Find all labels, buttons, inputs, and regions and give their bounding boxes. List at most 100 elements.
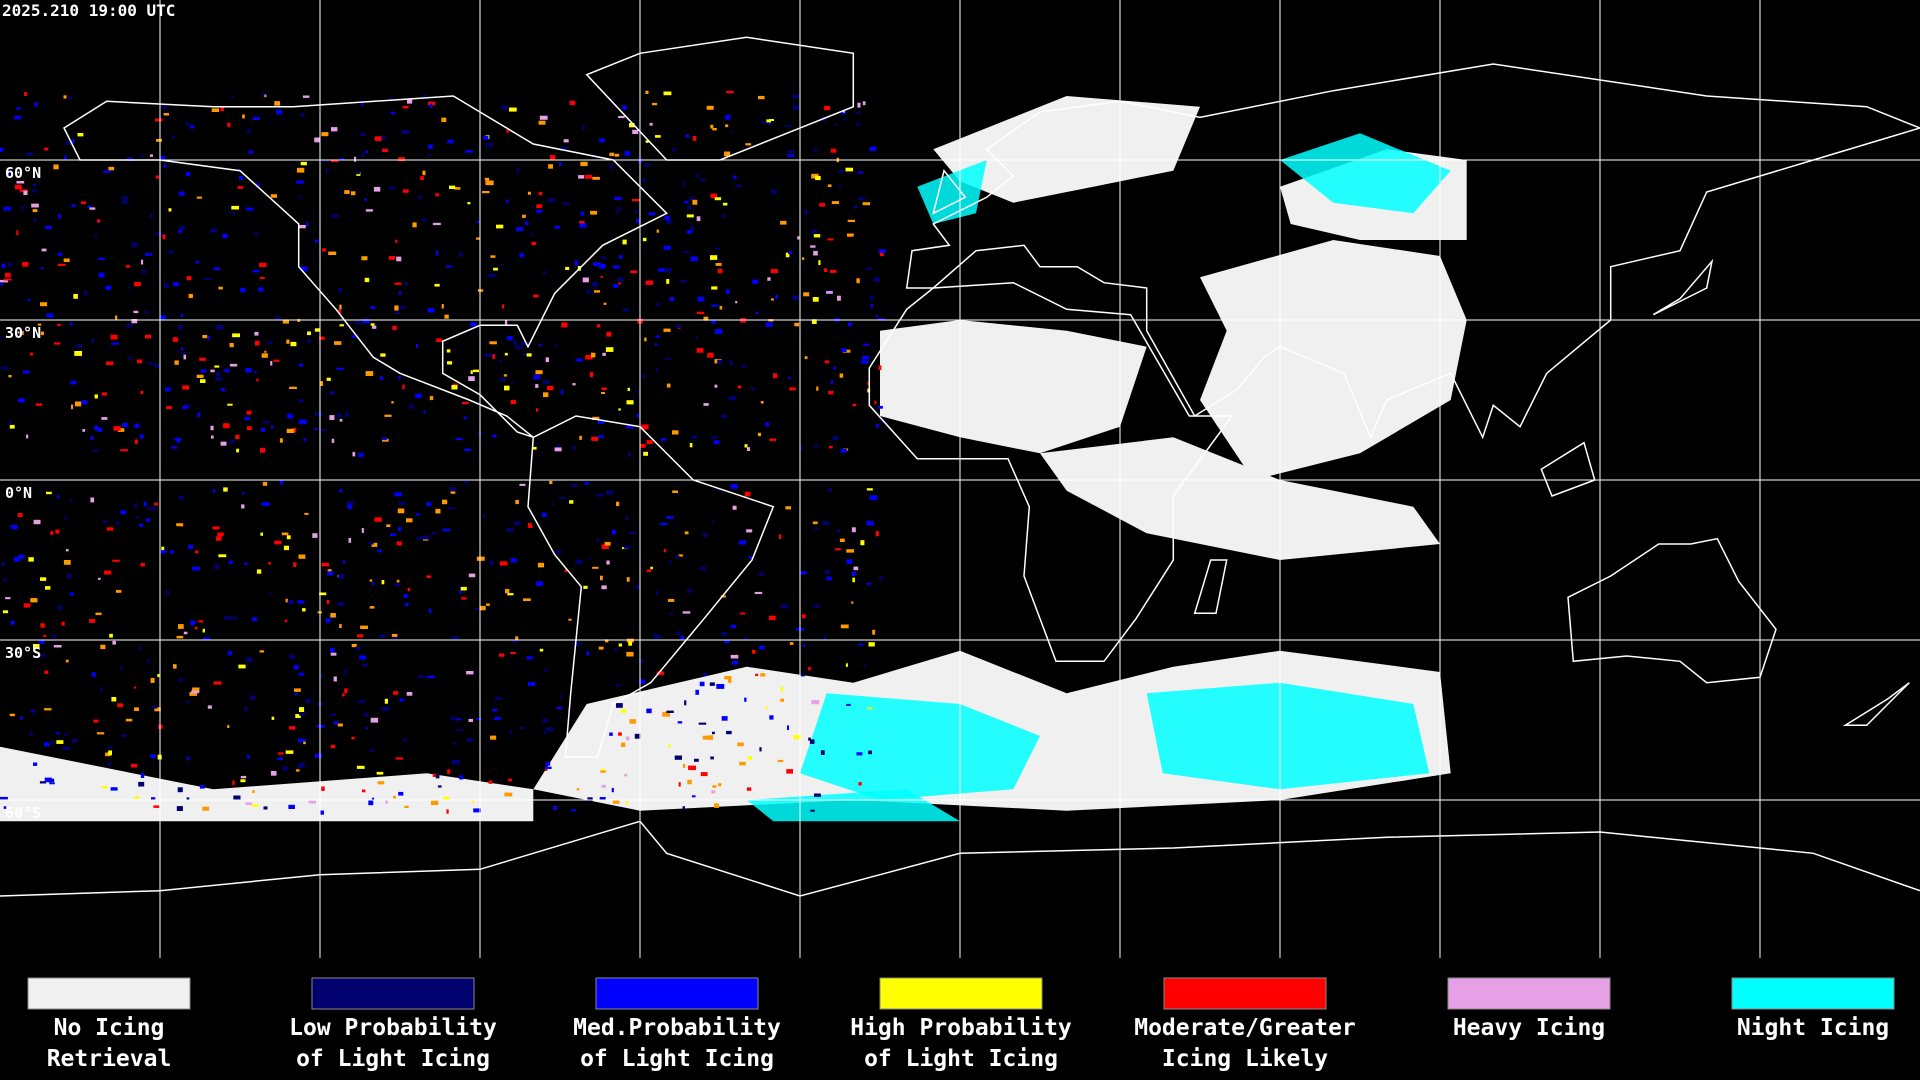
icing-pixel — [179, 191, 185, 196]
icing-pixel — [296, 180, 304, 184]
icing-pixel — [252, 790, 255, 793]
icing-pixel — [853, 205, 858, 209]
icing-pixel — [792, 94, 799, 99]
icing-pixel — [492, 708, 498, 712]
icing-pixel — [321, 132, 329, 137]
icing-pixel — [328, 251, 337, 255]
icing-pixel — [596, 324, 601, 328]
icing-pixel — [663, 245, 671, 250]
icing-pixel — [57, 323, 61, 327]
icing-pixel — [314, 427, 318, 431]
icing-pixel — [284, 619, 288, 623]
icing-pixel — [215, 536, 222, 541]
icing-pixel — [308, 800, 316, 804]
icing-pixel — [875, 314, 878, 317]
icing-pixel — [622, 239, 627, 245]
icing-pixel — [830, 380, 833, 385]
icing-pixel — [490, 735, 497, 740]
icing-pixel — [8, 173, 13, 178]
icing-pixel — [492, 434, 497, 438]
icing-pixel — [171, 135, 175, 140]
icing-pixel — [213, 267, 221, 271]
icing-pixel — [213, 681, 222, 685]
icing-pixel — [306, 222, 309, 227]
icing-pixel — [770, 269, 779, 274]
icing-pixel — [178, 624, 184, 629]
icing-pixel — [298, 554, 306, 559]
icing-pixel — [111, 697, 117, 702]
icing-pixel — [70, 380, 77, 385]
icing-pixel — [605, 347, 614, 352]
icing-pixel — [691, 795, 696, 798]
icing-pixel — [298, 712, 306, 716]
icing-pixel — [294, 688, 301, 692]
icing-pixel — [111, 342, 119, 345]
icing-pixel — [858, 782, 862, 786]
icing-pixel — [632, 199, 640, 202]
icing-pixel — [145, 334, 152, 339]
icing-pixel — [327, 569, 332, 572]
icing-pixel — [144, 311, 149, 314]
icing-pixel — [728, 395, 737, 401]
icing-pixel — [217, 532, 224, 537]
icing-pixel — [33, 519, 41, 525]
icing-pixel — [612, 800, 620, 804]
icing-pixel — [254, 232, 259, 236]
icing-pixel — [538, 191, 543, 195]
icing-pixel — [582, 277, 589, 283]
icing-pixel — [835, 548, 841, 551]
icing-pixel — [339, 324, 344, 327]
icing-pixel — [437, 785, 442, 788]
icing-pixel — [510, 558, 517, 563]
icing-pixel — [616, 703, 623, 708]
icing-pixel — [773, 373, 778, 379]
icing-pixel — [617, 277, 624, 282]
icing-pixel — [455, 718, 462, 721]
icing-pixel — [507, 336, 513, 341]
icing-pixel — [716, 684, 725, 689]
icing-pixel — [684, 700, 687, 706]
icing-pixel — [264, 350, 267, 353]
icing-pixel — [159, 550, 167, 554]
icing-pixel — [840, 448, 847, 453]
icing-pixel — [435, 773, 440, 779]
icing-pixel — [769, 615, 776, 621]
icing-pixel — [408, 404, 414, 409]
icing-pixel — [599, 797, 606, 801]
icing-pixel — [436, 338, 443, 342]
icing-pixel — [559, 496, 567, 499]
icing-pixel — [267, 341, 272, 345]
icing-pixel — [476, 556, 485, 561]
icing-pixel — [156, 139, 162, 142]
icing-pixel — [238, 168, 241, 171]
icing-pixel — [598, 646, 604, 650]
icing-pixel — [473, 369, 479, 373]
icing-pixel — [489, 341, 497, 345]
icing-pixel — [560, 146, 568, 150]
icing-pixel — [810, 809, 815, 812]
icing-pixel — [458, 252, 463, 257]
icing-pixel — [485, 180, 494, 186]
icing-pixel — [46, 313, 54, 318]
icing-pixel — [472, 800, 475, 804]
icing-pixel — [398, 526, 402, 531]
icing-pixel — [722, 202, 728, 206]
icing-pixel — [565, 266, 570, 270]
icing-pixel — [3, 206, 11, 211]
icing-pixel — [33, 762, 38, 766]
icing-pixel — [174, 437, 182, 441]
coastline — [1842, 682, 1910, 727]
icing-pixel — [121, 734, 127, 737]
icing-pixel — [696, 216, 701, 222]
icing-pixel — [255, 183, 260, 187]
icing-pixel — [699, 681, 705, 687]
icing-pixel — [679, 280, 687, 283]
icing-pixel — [699, 567, 707, 571]
icing-pixel — [331, 214, 339, 218]
icing-pixel — [560, 389, 563, 395]
icing-pixel — [339, 419, 343, 422]
coastline — [527, 415, 775, 759]
icing-pixel — [824, 106, 831, 111]
icing-pixel — [28, 557, 34, 562]
icing-pixel — [470, 322, 477, 327]
